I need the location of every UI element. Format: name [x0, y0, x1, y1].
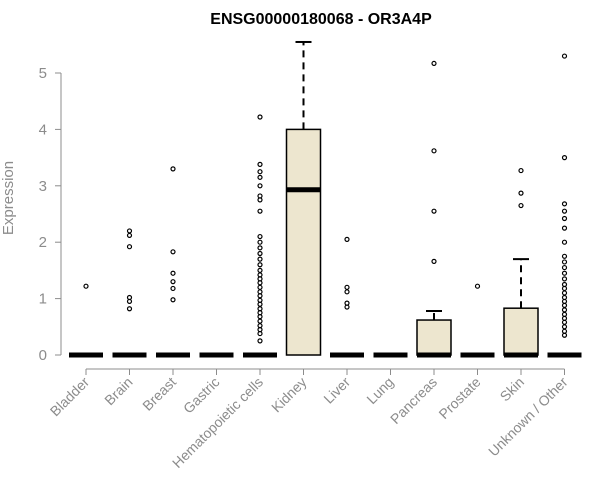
outlier-point — [257, 245, 263, 251]
outlier-point — [170, 285, 176, 292]
outlier-point — [257, 239, 263, 245]
outlier-point — [257, 193, 263, 199]
box-hematopoietic-cells — [243, 114, 277, 358]
outlier-point — [561, 324, 568, 330]
y-axis: 0 1 2 3 4 5 — [39, 65, 62, 364]
outlier-point — [561, 264, 568, 271]
outlier-point — [561, 290, 568, 296]
outlier-point — [170, 270, 176, 276]
x-tick-label: Skin — [497, 374, 528, 405]
outlier-point — [431, 60, 437, 67]
x-tick-label: Breast — [139, 374, 179, 414]
outlier-point — [126, 294, 133, 301]
box-kidney — [285, 40, 322, 356]
outlier-point — [257, 169, 263, 175]
outlier-point — [344, 289, 350, 295]
outlier-point — [474, 283, 481, 289]
outlier-point — [561, 259, 568, 265]
x-tick-label: Pancreas — [387, 374, 440, 427]
y-axis-label: Expression — [0, 161, 17, 235]
outlier-point — [561, 307, 568, 313]
outlier-point — [257, 114, 263, 120]
outlier-point — [126, 232, 133, 239]
outlier-point — [257, 233, 263, 240]
outlier-point — [170, 279, 176, 285]
box-body — [416, 319, 452, 356]
box-bladder — [69, 283, 103, 358]
outlier-point — [126, 306, 133, 312]
outlier-point — [257, 338, 263, 344]
outlier-point — [561, 253, 568, 259]
outlier-point — [257, 256, 263, 262]
outlier-point — [344, 300, 350, 306]
outlier-point — [126, 228, 133, 234]
box-unknown-other — [547, 53, 582, 358]
outlier-point — [561, 53, 568, 59]
box-skin — [503, 167, 539, 358]
outlier-point — [170, 297, 176, 303]
outlier-point — [257, 262, 263, 268]
outlier-point — [431, 148, 437, 154]
y-tick-label: 4 — [39, 121, 47, 138]
y-tick-label: 3 — [39, 178, 47, 195]
outlier-point — [344, 236, 350, 242]
outlier-point — [561, 201, 568, 207]
outlier-point — [561, 270, 568, 276]
outlier-point — [257, 250, 263, 257]
outlier-point — [257, 267, 263, 273]
outlier-point — [561, 239, 568, 245]
x-tick-label: Lung — [363, 374, 396, 407]
x-tick-label: Kidney — [268, 374, 310, 416]
outlier-point — [561, 208, 568, 214]
box-pancreas — [416, 60, 452, 358]
box-liver — [330, 236, 364, 358]
y-tick-label: 0 — [39, 347, 47, 364]
outlier-point — [126, 244, 133, 250]
outlier-point — [561, 215, 568, 222]
x-tick-label: Gastric — [180, 374, 223, 417]
outlier-point — [83, 283, 89, 289]
box-body — [503, 307, 539, 356]
outlier-point — [257, 284, 263, 290]
x-tick-label: Liver — [320, 374, 353, 407]
outlier-point — [561, 155, 568, 161]
box-prostate — [460, 283, 495, 358]
chart-title: ENSG00000180068 - OR3A4P — [210, 11, 432, 28]
x-tick-label: Prostate — [435, 374, 483, 422]
outlier-point — [518, 202, 524, 209]
outlier-point — [431, 208, 437, 214]
outlier-point — [257, 174, 263, 180]
outlier-point — [257, 183, 263, 189]
box-brain — [112, 228, 147, 358]
outlier-point — [344, 284, 350, 290]
outlier-point — [257, 161, 263, 167]
outlier-point — [518, 167, 524, 174]
y-tick-label: 5 — [39, 65, 47, 82]
outlier-point — [518, 190, 524, 196]
y-tick-label: 2 — [39, 234, 47, 251]
outlier-point — [431, 258, 437, 264]
outlier-point — [561, 276, 568, 282]
x-tick-label: Bladder — [47, 374, 93, 420]
outlier-point — [170, 249, 176, 255]
box-body — [285, 128, 322, 356]
outlier-point — [561, 281, 568, 288]
outlier-point — [257, 208, 263, 214]
y-tick-label: 1 — [39, 291, 47, 308]
outlier-point — [561, 225, 568, 231]
x-tick-label: Unknown / Other — [485, 374, 571, 460]
outlier-point — [257, 318, 263, 324]
outlier-point — [170, 166, 176, 172]
x-tick-label: Brain — [101, 374, 135, 408]
box-breast — [156, 166, 190, 358]
boxes-layer — [69, 40, 582, 358]
